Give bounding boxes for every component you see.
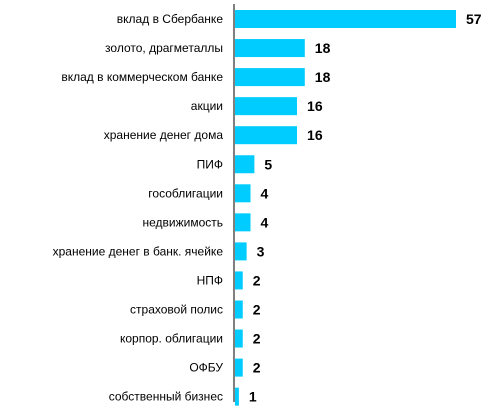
category-label: НПФ (197, 273, 223, 287)
bar (235, 126, 298, 145)
bars (235, 10, 456, 406)
bar (235, 97, 298, 116)
value-label: 2 (253, 302, 261, 318)
category-label: корпор. облигации (120, 332, 223, 346)
value-label: 57 (466, 11, 482, 27)
value-label: 18 (315, 69, 331, 85)
value-label: 16 (307, 98, 323, 114)
value-label: 18 (315, 40, 331, 56)
bar (235, 387, 239, 406)
bar (235, 329, 243, 348)
bar (235, 242, 247, 261)
bar (235, 271, 243, 290)
value-label: 2 (253, 272, 261, 288)
category-label: вклад в коммерческом банке (61, 70, 223, 84)
bar (235, 10, 456, 28)
category-label: золото, драгметаллы (105, 41, 223, 55)
value-label: 5 (264, 156, 272, 172)
value-label: 3 (257, 243, 265, 259)
category-label: недвижимость (142, 215, 223, 229)
category-label: ПИФ (197, 157, 223, 171)
value-label: 16 (307, 127, 323, 143)
bar (235, 213, 251, 232)
category-label: ОФБУ (189, 361, 223, 375)
value-labels: 57 18 18 16 16 5 4 4 3 2 2 2 2 1 (249, 11, 482, 405)
value-label: 4 (261, 214, 269, 230)
category-label: акции (191, 99, 223, 113)
value-label: 2 (253, 360, 261, 376)
category-label: собственный бизнес (109, 390, 223, 404)
category-label: хранение денег в банк. ячейке (53, 244, 224, 258)
category-label: гособлигации (148, 186, 223, 200)
category-label: вклад в Сбербанке (117, 12, 224, 26)
bar (235, 39, 305, 58)
value-label: 2 (253, 331, 261, 347)
category-label: страховой полис (130, 303, 223, 317)
category-label: хранение денег дома (104, 128, 224, 142)
bar (235, 184, 251, 203)
bar (235, 300, 243, 319)
bar (235, 155, 255, 174)
category-labels: вклад в Сбербанке золото, драгметаллы вкла… (53, 12, 224, 404)
bar (235, 358, 243, 377)
value-label: 4 (261, 185, 269, 201)
bar (235, 68, 305, 87)
value-label: 1 (249, 389, 257, 405)
